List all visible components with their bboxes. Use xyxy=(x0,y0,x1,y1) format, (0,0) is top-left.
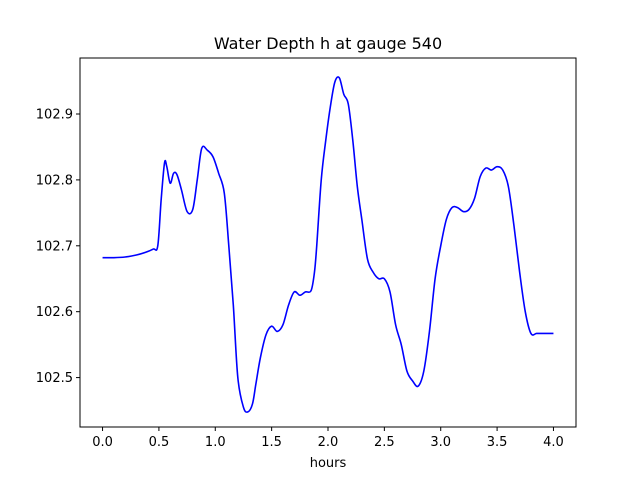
plot-area-frame xyxy=(79,57,577,428)
y-tick-label: 102.6 xyxy=(36,305,73,320)
x-tick-label: 3.0 xyxy=(430,435,451,450)
x-tick-label: 2.0 xyxy=(318,435,339,450)
x-tick-label: 1.0 xyxy=(205,435,226,450)
x-tick-label: 0.0 xyxy=(92,435,113,450)
y-axis-ticks: 102.5 102.6 102.7 102.8 102.9 xyxy=(36,108,80,386)
x-tick-label: 0.5 xyxy=(149,435,170,450)
x-axis-label: hours xyxy=(310,456,347,471)
x-axis-ticks: 0.0 0.5 1.0 1.5 2.0 2.5 3.0 3.5 4.0 xyxy=(92,427,564,450)
x-tick-label: 2.5 xyxy=(374,435,395,450)
y-tick-label: 102.9 xyxy=(36,108,73,123)
y-tick-label: 102.5 xyxy=(36,371,73,386)
x-tick-label: 1.5 xyxy=(261,435,282,450)
x-tick-label: 3.5 xyxy=(487,435,508,450)
y-tick-label: 102.7 xyxy=(36,239,73,254)
chart-title: Water Depth h at gauge 540 xyxy=(214,34,442,53)
y-tick-label: 102.8 xyxy=(36,173,73,188)
x-tick-label: 4.0 xyxy=(543,435,564,450)
series-line-water-depth xyxy=(102,76,554,413)
